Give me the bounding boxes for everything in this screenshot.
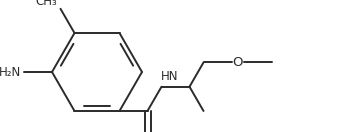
Text: HN: HN [160, 70, 178, 83]
Text: O: O [233, 56, 243, 69]
Text: H₂N: H₂N [0, 65, 21, 79]
Text: CH₃: CH₃ [36, 0, 58, 8]
